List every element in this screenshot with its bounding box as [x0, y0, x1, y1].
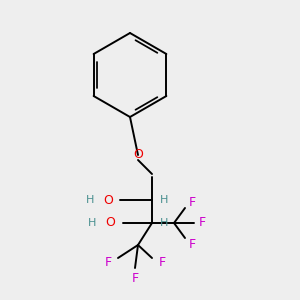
Text: F: F — [131, 272, 139, 284]
Text: F: F — [188, 238, 196, 250]
Text: O: O — [103, 194, 113, 206]
Text: F: F — [158, 256, 166, 268]
Text: F: F — [188, 196, 196, 208]
Text: H: H — [88, 218, 96, 228]
Text: F: F — [104, 256, 112, 268]
Text: F: F — [198, 217, 206, 230]
Text: O: O — [133, 148, 143, 161]
Text: H: H — [160, 195, 168, 205]
Text: O: O — [105, 217, 115, 230]
Text: H: H — [160, 218, 168, 228]
Text: H: H — [86, 195, 94, 205]
